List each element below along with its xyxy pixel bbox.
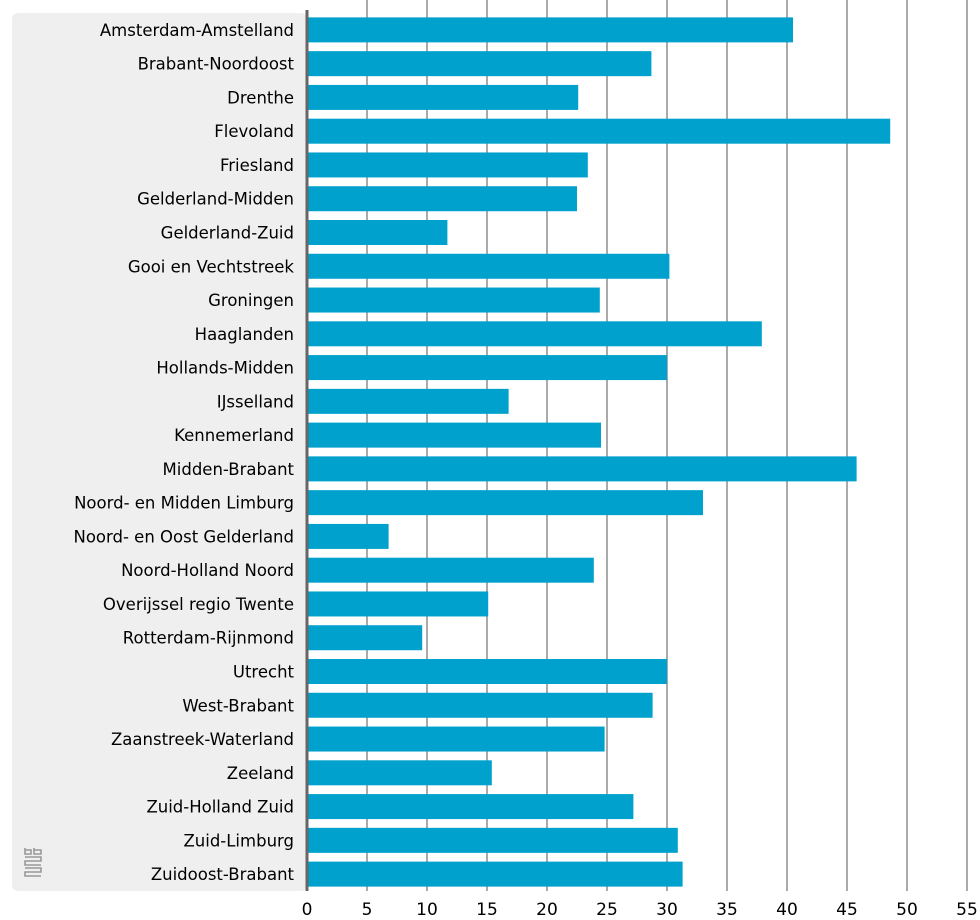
category-label: Brabant-Noordoost: [138, 55, 295, 74]
category-label: Noord- en Midden Limburg: [74, 494, 294, 513]
category-label: Hollands-Midden: [156, 359, 294, 378]
bar: [307, 321, 762, 347]
bar: [307, 861, 683, 887]
category-label: Overijssel regio Twente: [103, 595, 294, 614]
bar: [307, 152, 588, 178]
category-label: Gooi en Vechtstreek: [128, 257, 295, 276]
x-tick-label: 25: [596, 900, 618, 920]
x-tick-label: 5: [362, 900, 373, 920]
category-label: Kennemerland: [174, 426, 294, 445]
bar: [307, 827, 678, 853]
bar: [307, 422, 601, 448]
bars: [307, 17, 891, 887]
bar: [307, 287, 600, 313]
category-label: Zaanstreek-Waterland: [111, 730, 294, 749]
category-label: Flevoland: [214, 122, 294, 141]
category-label: Gelderland-Midden: [137, 190, 294, 209]
label-panel-background: [12, 13, 307, 891]
bar: [307, 726, 605, 752]
x-tick-label: 35: [716, 900, 738, 920]
bar: [307, 659, 667, 684]
x-tick-label: 10: [416, 900, 438, 920]
bar: [307, 84, 579, 110]
x-tick-label: 15: [476, 900, 498, 920]
bar: [307, 490, 703, 516]
category-label: Midden-Brabant: [163, 460, 295, 479]
category-labels: Amsterdam-Amstelland Brabant-Noordoost Dre…: [73, 21, 294, 884]
x-tick-label: 55: [956, 900, 978, 920]
category-label: Noord- en Oost Gelderland: [73, 527, 294, 546]
bar: [307, 557, 594, 583]
bar: [307, 186, 577, 212]
x-tick-label: 0: [302, 900, 313, 920]
bar: [307, 591, 489, 617]
bar: [307, 118, 891, 144]
x-tick-label: 40: [776, 900, 798, 920]
category-label: Amsterdam-Amstelland: [100, 21, 294, 40]
bar: [307, 760, 492, 786]
label-panel-layer: [12, 13, 307, 891]
bar: [307, 220, 448, 245]
bar: [307, 523, 389, 549]
category-label: Noord-Holland Noord: [121, 561, 294, 580]
category-label: Zuid-Limburg: [183, 831, 294, 850]
x-tick-label: 20: [536, 900, 558, 920]
cbs-logo-icon: [24, 848, 42, 877]
bar: [307, 51, 652, 77]
category-label: Zeeland: [227, 764, 294, 783]
x-tick-label: 50: [896, 900, 918, 920]
bar: [307, 388, 509, 414]
category-label: IJsselland: [217, 392, 294, 411]
bar: [307, 456, 857, 482]
bar: [307, 17, 793, 43]
category-label: Haaglanden: [195, 325, 294, 344]
bar: [307, 625, 423, 651]
x-tick-label: 45: [836, 900, 858, 920]
category-label: Zuid-Holland Zuid: [146, 798, 294, 817]
category-label: Friesland: [220, 156, 294, 175]
category-label: Rotterdam-Rijnmond: [123, 629, 294, 648]
category-label: Drenthe: [227, 88, 294, 107]
category-label: Zuidoost-Brabant: [151, 865, 295, 884]
bar: [307, 692, 653, 718]
gridlines: [366, 0, 968, 891]
category-label: Gelderland-Zuid: [161, 224, 294, 243]
bar: [307, 794, 634, 820]
category-label: Groningen: [208, 291, 294, 310]
bar: [307, 355, 667, 381]
x-tick-labels: 0 5 10 15 20 25 30 35 40 45 50 55: [302, 900, 978, 920]
bar: [307, 253, 670, 279]
category-label: Utrecht: [233, 663, 295, 682]
x-tick-label: 30: [656, 900, 678, 920]
category-label: West-Brabant: [182, 696, 294, 715]
